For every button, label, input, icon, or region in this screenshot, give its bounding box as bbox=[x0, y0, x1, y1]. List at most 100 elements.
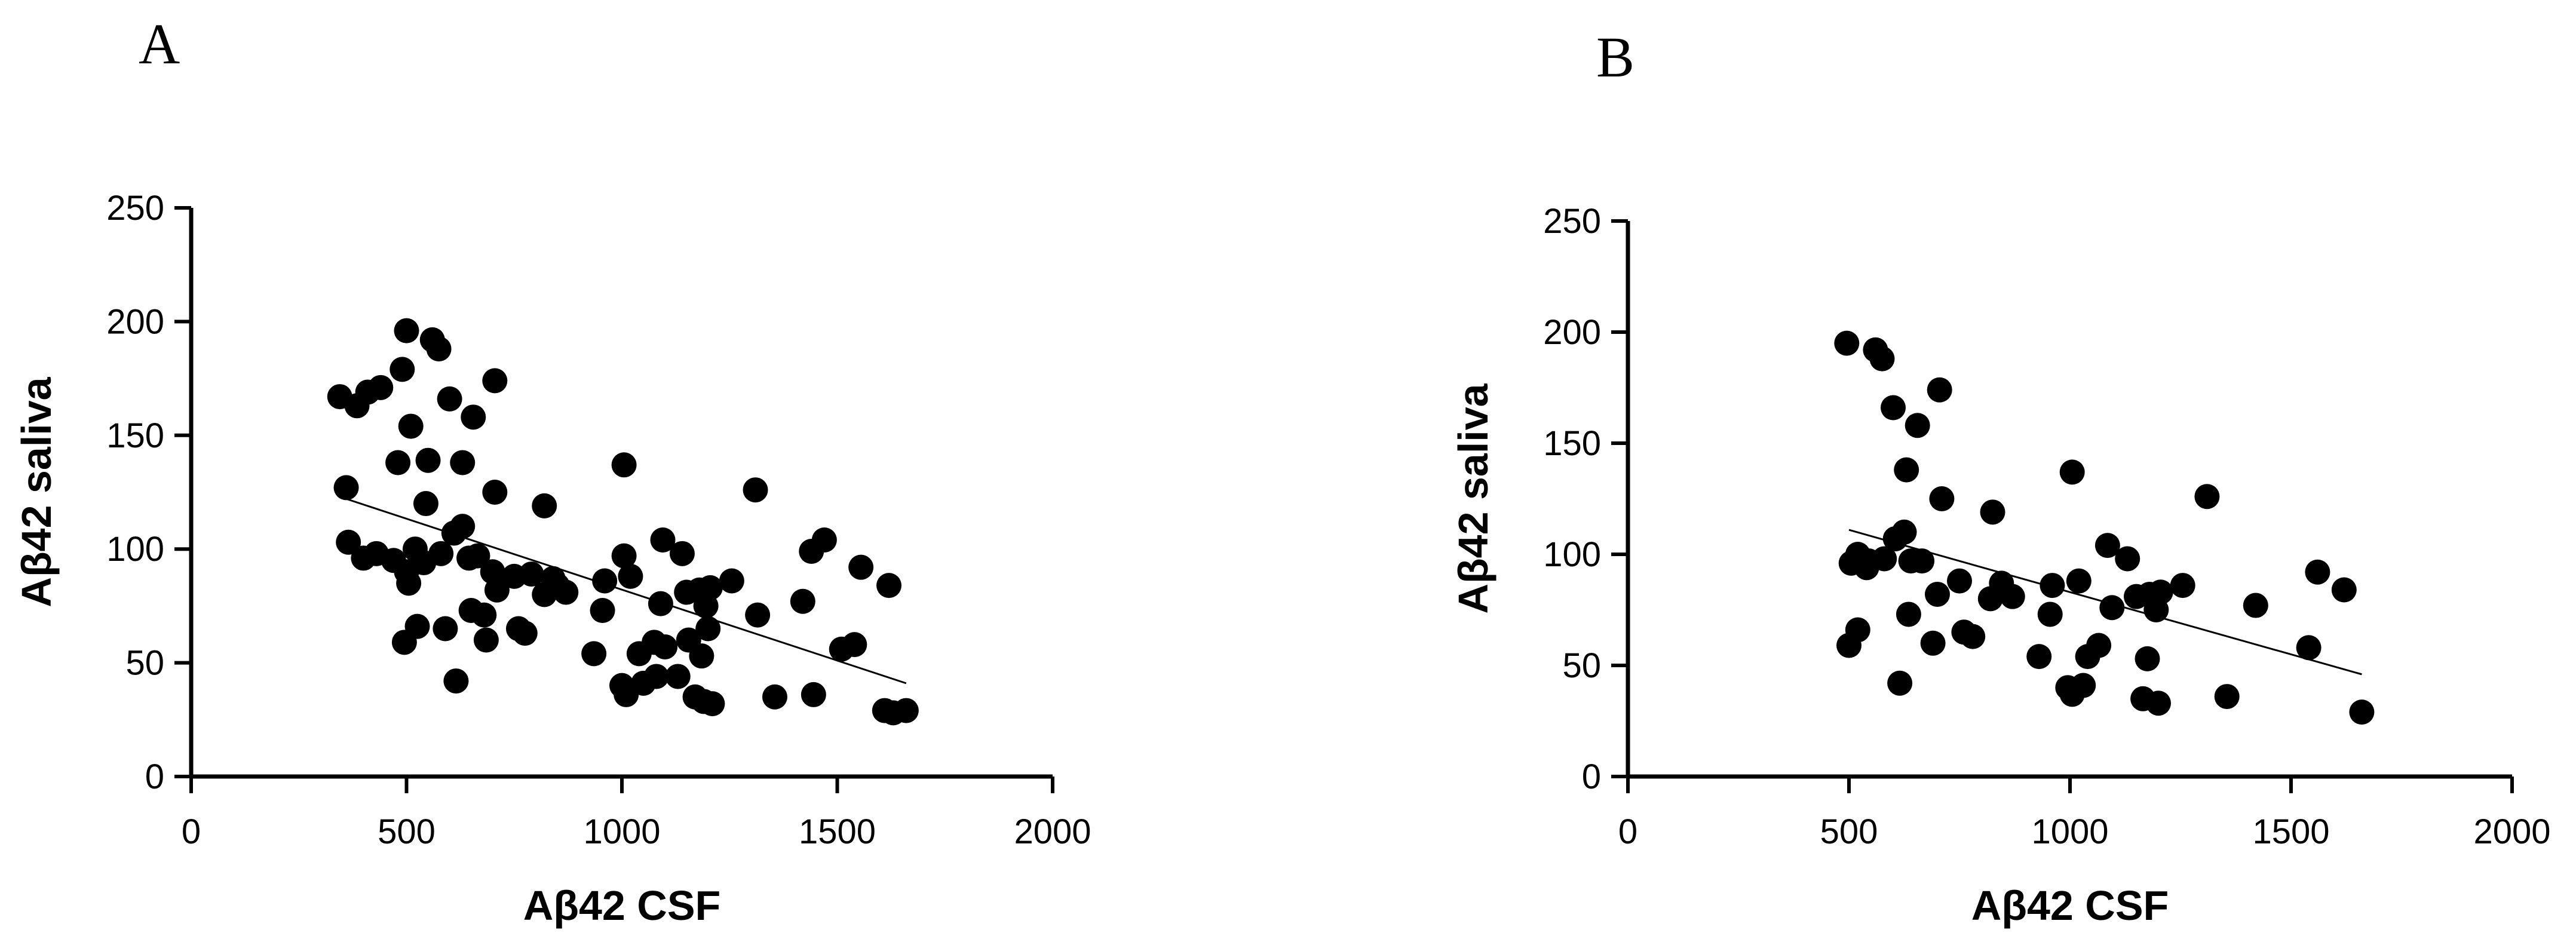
y-tick-label: 200 bbox=[106, 302, 164, 341]
y-tick-label: 50 bbox=[1562, 646, 1601, 685]
data-point bbox=[2243, 593, 2268, 618]
scatter-plot-b: 0 500 1000 1500 2000 0 50 100 150 200 250 Aβ42 CSF A… bbox=[1450, 202, 2551, 929]
data-point bbox=[1980, 499, 2005, 525]
data-point bbox=[842, 632, 867, 658]
data-point bbox=[336, 529, 361, 555]
data-point bbox=[592, 568, 618, 594]
data-point bbox=[2349, 699, 2375, 725]
data-point bbox=[2148, 579, 2173, 605]
data-point bbox=[669, 541, 695, 566]
x-tick-label: 0 bbox=[182, 812, 201, 851]
data-point bbox=[1925, 581, 1950, 607]
data-point bbox=[2071, 673, 2096, 698]
x-tick-label: 0 bbox=[1618, 812, 1637, 851]
data-point bbox=[1869, 346, 1895, 372]
data-point bbox=[1920, 630, 1946, 656]
data-point bbox=[1891, 519, 1917, 545]
data-point bbox=[848, 554, 874, 580]
data-point bbox=[465, 543, 490, 569]
scatter-plot-a: 0 500 1000 1500 2000 0 50 100 150 200 250 Aβ42 CSF A… bbox=[13, 189, 1091, 929]
data-point bbox=[719, 568, 744, 594]
data-point bbox=[643, 664, 669, 689]
data-point bbox=[1929, 486, 1955, 511]
data-point bbox=[471, 602, 497, 628]
data-point bbox=[650, 527, 676, 553]
data-point bbox=[2146, 691, 2171, 716]
data-point bbox=[893, 698, 919, 723]
data-point bbox=[333, 475, 359, 501]
data-point bbox=[426, 336, 452, 362]
data-point bbox=[1872, 546, 1897, 572]
data-point bbox=[2086, 633, 2112, 658]
data-point bbox=[2331, 577, 2357, 603]
y-tick-label: 150 bbox=[106, 416, 164, 455]
data-point bbox=[2170, 573, 2195, 599]
data-point bbox=[396, 570, 422, 596]
data-point bbox=[1905, 413, 1930, 438]
data-point bbox=[2099, 595, 2125, 621]
data-point bbox=[801, 682, 826, 707]
data-point bbox=[697, 575, 723, 600]
data-point bbox=[484, 577, 510, 603]
panel-b-label: B bbox=[1596, 25, 1635, 89]
data-point bbox=[2214, 684, 2240, 710]
data-point bbox=[2059, 459, 2085, 485]
data-point bbox=[394, 318, 419, 343]
y-tick-label: 100 bbox=[1543, 535, 1601, 574]
data-point bbox=[413, 491, 438, 517]
data-point bbox=[762, 684, 787, 710]
x-tick-label: 500 bbox=[378, 812, 436, 851]
x-tick-label: 1000 bbox=[583, 812, 660, 851]
data-point bbox=[2037, 602, 2063, 627]
data-point bbox=[590, 598, 615, 624]
y-tick-label: 200 bbox=[1543, 313, 1601, 352]
data-point bbox=[790, 588, 815, 614]
data-point bbox=[745, 602, 771, 628]
data-point bbox=[2026, 644, 2052, 670]
data-point bbox=[482, 480, 508, 505]
data-point bbox=[648, 591, 673, 616]
data-point bbox=[581, 641, 607, 667]
y-tick-label: 100 bbox=[106, 530, 164, 569]
data-point bbox=[532, 493, 557, 518]
data-point bbox=[398, 413, 424, 439]
data-point bbox=[450, 450, 476, 475]
data-point bbox=[1845, 617, 1870, 643]
data-point bbox=[700, 691, 725, 717]
y-tick-label: 50 bbox=[125, 644, 164, 683]
data-point bbox=[2066, 568, 2092, 594]
data-point bbox=[1834, 330, 1860, 356]
y-tick-label: 150 bbox=[1543, 424, 1601, 463]
data-point bbox=[368, 375, 394, 400]
data-point bbox=[2000, 584, 2025, 609]
data-point bbox=[461, 404, 486, 430]
x-tick-label: 500 bbox=[1820, 812, 1878, 851]
data-point bbox=[450, 514, 476, 539]
data-point bbox=[482, 368, 508, 394]
y-axis-title: Aβ42 saliva bbox=[13, 376, 60, 607]
data-point bbox=[2135, 646, 2160, 671]
data-point bbox=[390, 357, 415, 382]
data-point bbox=[611, 543, 637, 569]
data-point bbox=[2115, 546, 2140, 572]
data-point bbox=[665, 664, 691, 689]
x-tick-label: 1000 bbox=[2031, 812, 2108, 851]
data-point bbox=[1947, 568, 1972, 594]
data-point bbox=[1927, 377, 1952, 403]
data-point bbox=[2296, 635, 2322, 661]
data-point bbox=[2305, 559, 2330, 585]
data-point bbox=[415, 447, 441, 473]
data-point bbox=[1896, 602, 1921, 627]
data-point bbox=[385, 450, 411, 475]
data-point bbox=[473, 627, 499, 653]
data-point bbox=[811, 527, 837, 553]
data-point bbox=[611, 452, 637, 478]
panel-a-label: A bbox=[139, 12, 180, 76]
data-point bbox=[512, 621, 538, 646]
data-point bbox=[2094, 533, 2120, 558]
x-tick-label: 1500 bbox=[2252, 812, 2329, 851]
x-axis-title: Aβ42 CSF bbox=[1971, 882, 2169, 929]
data-point bbox=[433, 616, 458, 642]
x-tick-label: 2000 bbox=[1014, 812, 1091, 851]
x-axis-title: Aβ42 CSF bbox=[523, 882, 721, 929]
